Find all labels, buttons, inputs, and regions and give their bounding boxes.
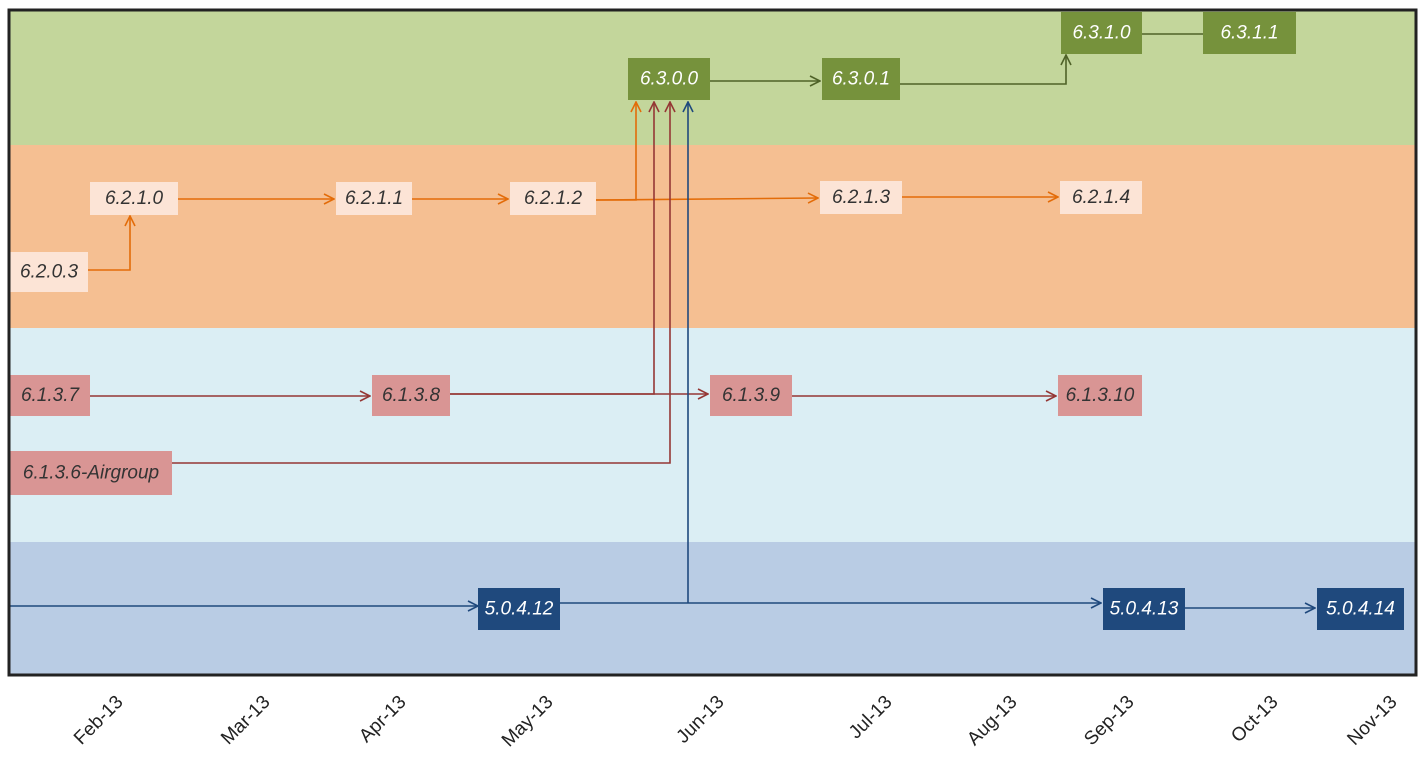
month-label-may-13: May-13 (498, 692, 558, 752)
node-label: 6.3.0.0 (640, 69, 699, 90)
edge-6-2-0-3-to-6-2-1-0 (88, 216, 130, 271)
node-label: 6.2.1.3 (832, 187, 891, 208)
node-5-0-4-12: 5.0.4.12 (478, 588, 560, 630)
node-6-3-0-1: 6.3.0.1 (822, 58, 900, 100)
node-6-1-3-7: 6.1.3.7 (10, 375, 90, 416)
node-label: 6.2.0.3 (20, 262, 79, 283)
node-6-3-1-1: 6.3.1.1 (1203, 12, 1296, 54)
node-label: 6.2.1.1 (345, 188, 403, 209)
node-6-2-1-0: 6.2.1.0 (90, 182, 178, 215)
diagram-frame (7, 8, 1418, 677)
edges-green (710, 33, 1203, 85)
node-6-2-0-3: 6.2.0.3 (10, 252, 88, 292)
band-6-2 (9, 145, 1416, 328)
node-6-2-1-2: 6.2.1.2 (510, 182, 596, 215)
node-5-0-4-13: 5.0.4.13 (1103, 588, 1185, 630)
edges-red (90, 102, 1056, 464)
node-label: 5.0.4.12 (485, 599, 554, 620)
node-6-3-0-0: 6.3.0.0 (628, 58, 710, 100)
month-label-nov-13: Nov-13 (1343, 692, 1401, 750)
month-label-sep-13: Sep-13 (1080, 692, 1138, 750)
node-label: 6.1.3.8 (382, 385, 441, 406)
month-label-apr-13: Apr-13 (355, 692, 410, 747)
month-label-oct-13: Oct-13 (1227, 692, 1282, 747)
node-label: 6.3.1.0 (1072, 23, 1131, 44)
node-label: 6.1.3.7 (21, 385, 81, 406)
node-label: 6.2.1.0 (105, 188, 164, 209)
node-label: 5.0.4.13 (1110, 599, 1179, 620)
node-label: 5.0.4.14 (1326, 599, 1395, 620)
node-label: 6.1.3.6-Airgroup (23, 463, 159, 484)
node-6-2-1-4: 6.2.1.4 (1060, 181, 1142, 214)
node-6-1-3-8: 6.1.3.8 (372, 375, 450, 416)
node-label: 6.2.1.2 (524, 188, 583, 209)
node-label: 6.2.1.4 (1072, 187, 1130, 208)
node-6-2-1-3: 6.2.1.3 (820, 181, 902, 214)
month-label-jul-13: Jul-13 (845, 692, 896, 743)
node-label: 6.3.1.1 (1220, 23, 1278, 44)
edges-blue (9, 102, 1315, 608)
month-label-mar-13: Mar-13 (217, 692, 274, 749)
node-6-1-3-10: 6.1.3.10 (1058, 375, 1142, 416)
node-label: 6.3.0.1 (832, 69, 890, 90)
swimlanes (9, 10, 1416, 675)
edges-orange (88, 102, 1058, 271)
node-6-2-1-1: 6.2.1.1 (336, 182, 412, 215)
edge-6-2-1-2-to-6-3-0-0 (596, 102, 636, 201)
month-label-feb-13: Feb-13 (70, 692, 127, 749)
edge-6-3-0-1-to-6-3-1-0 (900, 55, 1066, 85)
node-label: 6.1.3.9 (722, 385, 781, 406)
node-6-3-1-0: 6.3.1.0 (1061, 12, 1142, 54)
node-6-1-3-6-airgroup: 6.1.3.6-Airgroup (10, 451, 172, 495)
node-5-0-4-14: 5.0.4.14 (1317, 588, 1404, 630)
month-label-aug-13: Aug-13 (963, 692, 1021, 750)
month-axis: Feb-13 Mar-13 Apr-13 May-13 Jun-13 Jul-1… (70, 692, 1401, 752)
band-6-3 (9, 10, 1416, 145)
node-label: 6.1.3.10 (1066, 385, 1135, 406)
band-6-1 (9, 328, 1416, 542)
month-label-jun-13: Jun-13 (673, 692, 729, 748)
edge-6-1-3-6-airgroup-to-6-3-0-0 (172, 102, 670, 464)
edge-6-1-3-8-to-6-3-0-0 (450, 102, 654, 395)
node-6-1-3-9: 6.1.3.9 (710, 375, 792, 416)
